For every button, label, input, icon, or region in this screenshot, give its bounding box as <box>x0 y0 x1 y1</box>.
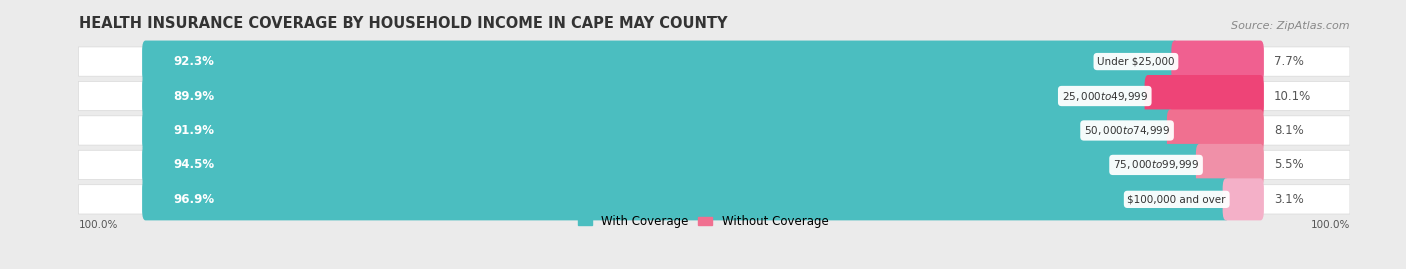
FancyBboxPatch shape <box>1197 144 1264 186</box>
Text: 94.5%: 94.5% <box>173 158 215 171</box>
FancyBboxPatch shape <box>1144 75 1264 117</box>
Text: 91.9%: 91.9% <box>173 124 214 137</box>
Text: Under $25,000: Under $25,000 <box>1097 56 1174 66</box>
Text: $75,000 to $99,999: $75,000 to $99,999 <box>1114 158 1199 171</box>
Text: 7.7%: 7.7% <box>1274 55 1303 68</box>
Text: 92.3%: 92.3% <box>173 55 214 68</box>
Text: 89.9%: 89.9% <box>173 90 215 102</box>
FancyBboxPatch shape <box>1223 178 1264 220</box>
FancyBboxPatch shape <box>142 41 1178 83</box>
FancyBboxPatch shape <box>79 150 1350 180</box>
Text: HEALTH INSURANCE COVERAGE BY HOUSEHOLD INCOME IN CAPE MAY COUNTY: HEALTH INSURANCE COVERAGE BY HOUSEHOLD I… <box>79 16 727 31</box>
FancyBboxPatch shape <box>1171 41 1264 83</box>
Text: 10.1%: 10.1% <box>1274 90 1312 102</box>
FancyBboxPatch shape <box>142 144 1202 186</box>
Text: 8.1%: 8.1% <box>1274 124 1303 137</box>
Text: $100,000 and over: $100,000 and over <box>1128 194 1226 204</box>
Text: 5.5%: 5.5% <box>1274 158 1303 171</box>
FancyBboxPatch shape <box>79 81 1350 111</box>
Text: 96.9%: 96.9% <box>173 193 215 206</box>
Text: 3.1%: 3.1% <box>1274 193 1303 206</box>
FancyBboxPatch shape <box>142 109 1174 151</box>
FancyBboxPatch shape <box>142 75 1152 117</box>
Text: $25,000 to $49,999: $25,000 to $49,999 <box>1062 90 1147 102</box>
Text: 100.0%: 100.0% <box>1310 220 1350 230</box>
Text: $50,000 to $74,999: $50,000 to $74,999 <box>1084 124 1170 137</box>
FancyBboxPatch shape <box>79 185 1350 214</box>
FancyBboxPatch shape <box>79 47 1350 76</box>
FancyBboxPatch shape <box>142 178 1229 220</box>
FancyBboxPatch shape <box>1167 109 1264 151</box>
Text: Source: ZipAtlas.com: Source: ZipAtlas.com <box>1232 21 1350 31</box>
Text: 100.0%: 100.0% <box>79 220 118 230</box>
Legend: With Coverage, Without Coverage: With Coverage, Without Coverage <box>572 210 834 233</box>
FancyBboxPatch shape <box>79 116 1350 145</box>
